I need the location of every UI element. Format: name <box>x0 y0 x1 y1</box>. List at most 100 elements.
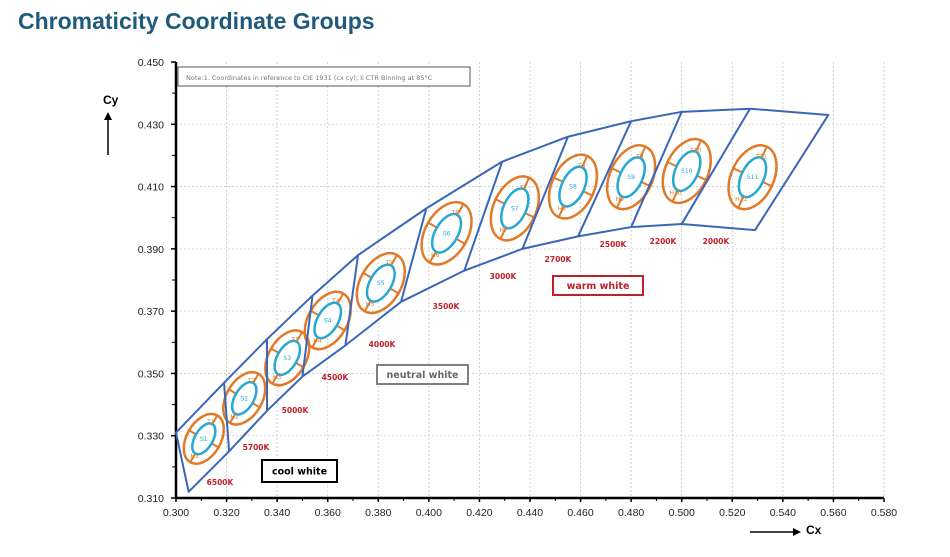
top-bin-label: T2 <box>247 378 256 385</box>
inner-bin-ellipse <box>558 165 588 208</box>
x-tick-label: 0.400 <box>416 507 442 519</box>
bin-divider <box>639 146 647 159</box>
y-tick-label: 0.450 <box>138 57 164 69</box>
cct-label: 2500K <box>600 240 628 249</box>
x-tick-label: 0.420 <box>466 507 492 519</box>
bottom-bin-label: H6 <box>431 252 440 259</box>
chart-title: Chromaticity Coordinate Groups <box>18 8 375 34</box>
cct-label: 3000K <box>490 272 518 281</box>
bin-divider <box>271 373 279 385</box>
x-tick-label: 0.480 <box>618 507 644 519</box>
bin-divider <box>189 453 197 463</box>
bin-divider <box>667 161 677 168</box>
bin-divider <box>671 189 679 203</box>
bin-divider <box>311 336 319 348</box>
bottom-bin-label: H1 <box>191 453 200 460</box>
region-box <box>376 364 469 385</box>
bottom-bin-label: H7 <box>499 227 508 234</box>
inner-bin-label: S2 <box>240 395 248 402</box>
note-box <box>177 66 471 87</box>
y-tick-label: 0.370 <box>138 306 164 318</box>
top-bin-label: T8 <box>577 163 586 170</box>
bin-divider <box>524 212 535 219</box>
cct-divider <box>577 120 633 237</box>
bin-divider <box>455 238 466 245</box>
cct-label: 5000K <box>282 406 310 415</box>
region-box <box>261 459 338 483</box>
top-bin-label: T7 <box>519 185 528 192</box>
x-tick-label: 0.520 <box>719 507 745 519</box>
y-axis-label: Cy <box>103 93 119 107</box>
cct-divider <box>680 108 751 225</box>
inner-bin-ellipse <box>737 156 768 199</box>
bin-divider <box>295 331 303 343</box>
x-tick-label: 0.460 <box>567 507 593 519</box>
region-label: neutral white <box>387 370 459 381</box>
bin-divider <box>295 361 304 369</box>
bin-group <box>355 252 407 315</box>
bin-divider <box>270 347 280 354</box>
cct-label: 6500K <box>207 478 235 487</box>
y-tick-label: 0.330 <box>138 431 164 443</box>
bottom-bin-label: H8 <box>558 205 567 212</box>
top-bin-label: T11 <box>755 153 767 160</box>
inner-bin-ellipse <box>365 263 396 303</box>
cct-label: 2000K <box>703 237 731 246</box>
inner-bin-label: S11 <box>747 174 759 181</box>
inner-bin-ellipse <box>616 156 646 199</box>
cct-divider <box>301 295 314 377</box>
bin-group <box>661 137 712 205</box>
y-tick-label: 0.410 <box>138 182 164 194</box>
x-tick-label: 0.380 <box>365 507 391 519</box>
inner-bin-label: S3 <box>283 355 291 362</box>
bin-divider <box>363 300 372 312</box>
bin-divider <box>427 221 438 229</box>
bin-group <box>489 175 541 242</box>
bin-divider <box>228 388 237 395</box>
bin-group <box>182 412 226 465</box>
bin-group <box>303 290 352 351</box>
bin-divider <box>553 176 564 183</box>
inner-bin-ellipse <box>313 301 343 340</box>
bin-group <box>727 144 778 211</box>
cct-label: 4000K <box>369 340 397 349</box>
cct-divider <box>400 208 428 303</box>
bin-divider <box>522 177 530 190</box>
bottom-bin-label: H11 <box>735 196 747 203</box>
inner-bin-ellipse <box>499 187 530 230</box>
bin-divider <box>336 293 345 305</box>
bin-divider <box>611 167 622 174</box>
bin-divider <box>229 413 237 424</box>
cct-divider <box>521 136 569 250</box>
y-tick-label: 0.350 <box>138 368 164 380</box>
bin-group <box>222 370 267 426</box>
x-tick-label: 0.560 <box>820 507 846 519</box>
cct-label: 2700K <box>545 255 573 264</box>
bin-divider <box>581 155 589 168</box>
bin-divider <box>762 181 773 188</box>
bin-divider <box>732 167 743 174</box>
bottom-bin-label: H10 <box>669 190 681 197</box>
inner-bin-label: S5 <box>377 280 385 287</box>
bin-divider <box>336 324 346 332</box>
inner-bin-label: S4 <box>324 317 332 324</box>
cct-divider <box>223 382 231 452</box>
cct-divider <box>630 111 683 228</box>
x-tick-label: 0.340 <box>264 507 290 519</box>
bin-divider <box>188 429 197 436</box>
x-tick-label: 0.580 <box>871 507 897 519</box>
note-text: Note:1. Coordinates in reference to CIE … <box>186 74 433 82</box>
y-tick-label: 0.430 <box>138 119 164 131</box>
x-tick-label: 0.300 <box>163 507 189 519</box>
inner-bin-label: S1 <box>200 436 208 443</box>
bin-divider <box>390 254 398 266</box>
region-box <box>552 275 644 296</box>
bin-divider <box>615 196 624 209</box>
bottom-bin-label: H2 <box>231 413 240 420</box>
cct-label: 3500K <box>433 302 461 311</box>
bin-divider <box>252 373 260 384</box>
inner-bin-label: S9 <box>627 174 635 181</box>
x-axis-arrowhead-icon <box>793 528 801 536</box>
bin-divider <box>211 414 219 425</box>
